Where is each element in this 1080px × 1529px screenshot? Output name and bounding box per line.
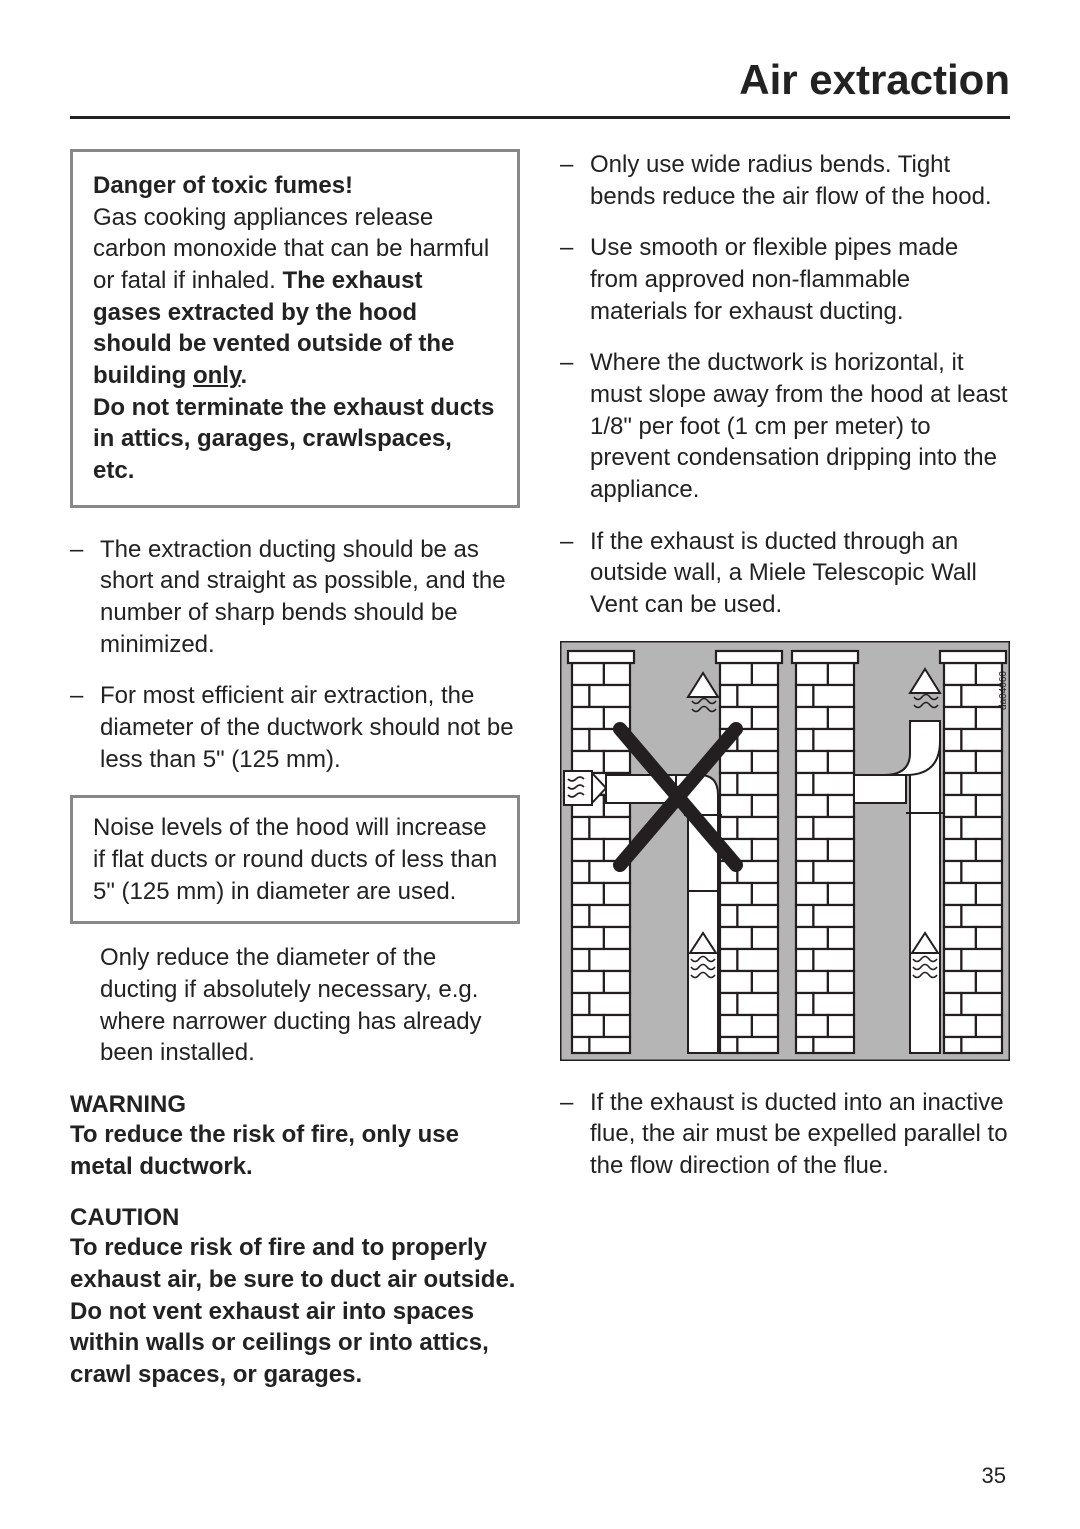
danger-only: only	[193, 362, 241, 389]
right-bullets: Only use wide radius bends. Tight bends …	[560, 149, 1010, 621]
caution-body: To reduce risk of fire and to properly e…	[70, 1232, 520, 1390]
list-item: Only use wide radius bends. Tight bends …	[560, 149, 1010, 212]
warning-body: To reduce the risk of fire, only use met…	[70, 1119, 520, 1182]
list-item: Use smooth or flexible pipes made from a…	[560, 232, 1010, 327]
list-item: If the exhaust is ducted through an outs…	[560, 526, 1010, 621]
caution-heading: CAUTION	[70, 1204, 520, 1232]
danger-period: .	[241, 362, 248, 389]
noise-note-box: Noise levels of the hood will increase i…	[70, 795, 520, 924]
diagram-svg: da04060	[560, 641, 1010, 1061]
svg-text:da04060: da04060	[998, 670, 1009, 709]
danger-box: Danger of toxic fumes! Gas cooking appli…	[70, 149, 520, 508]
danger-bold-2: Do not terminate the exhaust ducts in at…	[93, 394, 494, 484]
page-header: Air extraction	[70, 56, 1010, 119]
left-column: Danger of toxic fumes! Gas cooking appli…	[70, 149, 520, 1413]
reduce-paragraph: Only reduce the diameter of the ducting …	[70, 942, 520, 1069]
right-column: Only use wide radius bends. Tight bends …	[560, 149, 1010, 1413]
page-title: Air extraction	[70, 56, 1010, 104]
warning-heading: WARNING	[70, 1091, 520, 1119]
danger-heading: Danger of toxic fumes!	[93, 172, 353, 199]
page-number: 35	[982, 1463, 1006, 1489]
list-item: Where the ductwork is horizontal, it mus…	[560, 347, 1010, 505]
duct-diagram: da04060	[560, 641, 1010, 1061]
list-item: The extraction ducting should be as shor…	[70, 534, 520, 661]
list-item: If the exhaust is ducted into an inactiv…	[560, 1087, 1010, 1182]
noise-note-text: Noise levels of the hood will increase i…	[93, 812, 503, 907]
list-item: For most efficient air extraction, the d…	[70, 680, 520, 775]
left-bullets-1: The extraction ducting should be as shor…	[70, 534, 520, 776]
right-bullets-2: If the exhaust is ducted into an inactiv…	[560, 1087, 1010, 1182]
